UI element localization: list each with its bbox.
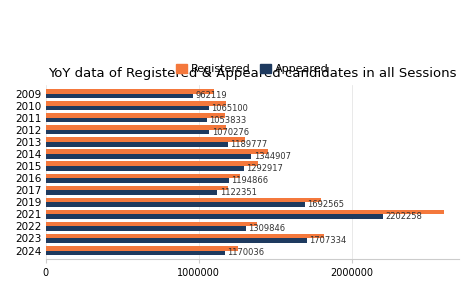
- Bar: [46, 190, 218, 195]
- Bar: [46, 226, 246, 231]
- Title: YoY data of Registered & Appeared candidates in all Sessions: YoY data of Registered & Appeared candid…: [48, 67, 456, 80]
- Bar: [46, 101, 226, 106]
- Bar: [46, 166, 244, 171]
- Bar: [46, 130, 210, 134]
- Text: 1170036: 1170036: [227, 248, 264, 257]
- Text: 1309846: 1309846: [248, 224, 285, 233]
- Bar: [46, 234, 324, 239]
- Bar: [46, 161, 258, 166]
- Bar: [46, 251, 225, 255]
- Bar: [46, 118, 207, 122]
- Bar: [46, 178, 228, 183]
- Text: 1692565: 1692565: [307, 200, 344, 209]
- Bar: [46, 113, 225, 118]
- Bar: [46, 246, 238, 251]
- Bar: [46, 173, 240, 178]
- Bar: [46, 142, 228, 146]
- Text: 1189777: 1189777: [230, 140, 267, 149]
- Text: 962119: 962119: [195, 91, 227, 100]
- Bar: [46, 137, 245, 142]
- Bar: [46, 222, 257, 226]
- Text: 1070276: 1070276: [212, 128, 249, 137]
- Bar: [46, 94, 193, 98]
- Text: 2202258: 2202258: [385, 212, 422, 221]
- Bar: [46, 125, 226, 130]
- Text: 1194866: 1194866: [231, 176, 268, 185]
- Bar: [46, 198, 321, 202]
- Bar: [46, 202, 305, 207]
- Bar: [46, 89, 214, 94]
- Bar: [46, 149, 268, 154]
- Text: 1065100: 1065100: [211, 103, 248, 113]
- Bar: [46, 106, 209, 110]
- Legend: Registered, Appeared: Registered, Appeared: [171, 59, 334, 79]
- Bar: [46, 154, 252, 159]
- Text: 1344907: 1344907: [254, 152, 291, 161]
- Text: 1122351: 1122351: [220, 188, 256, 197]
- Text: 1292917: 1292917: [246, 164, 283, 173]
- Text: 1707334: 1707334: [310, 236, 346, 245]
- Bar: [46, 214, 383, 219]
- Bar: [46, 210, 444, 214]
- Text: 1053833: 1053833: [209, 115, 246, 125]
- Bar: [46, 185, 228, 190]
- Bar: [46, 239, 307, 243]
